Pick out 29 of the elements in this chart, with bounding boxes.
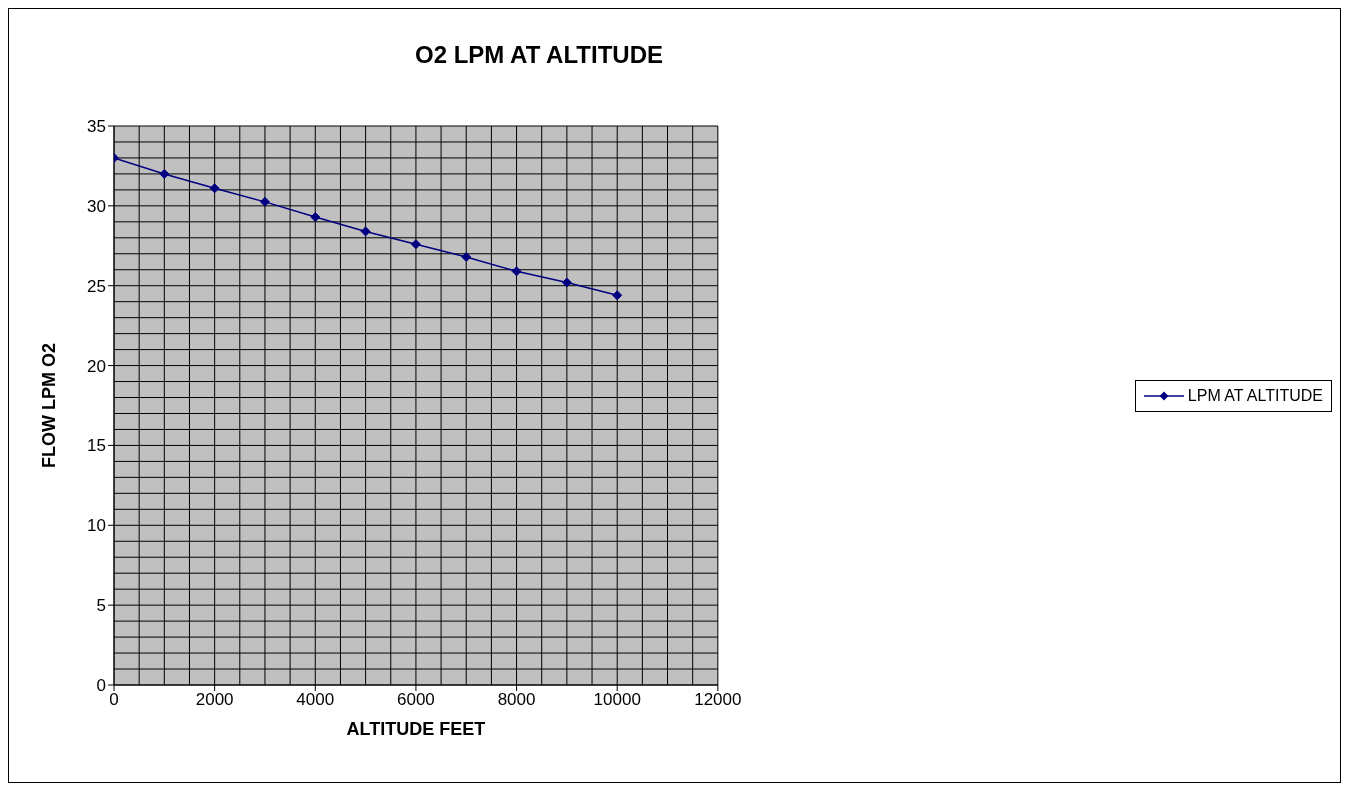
y-tick-label: 15 bbox=[87, 436, 106, 456]
x-tick-label: 4000 bbox=[296, 690, 335, 710]
x-tick-label: 12000 bbox=[694, 690, 742, 710]
x-axis-title: ALTITUDE FEET bbox=[346, 719, 486, 739]
point bbox=[159, 168, 170, 179]
x-tick-label: 8000 bbox=[497, 690, 536, 710]
y-tick-label: 30 bbox=[87, 196, 106, 216]
chart-title: O2 LPM AT ALTITUDE bbox=[414, 41, 664, 69]
point bbox=[511, 266, 522, 277]
point bbox=[310, 212, 321, 223]
x-tick-label: 0 bbox=[109, 690, 119, 710]
point bbox=[259, 196, 270, 207]
x-tick-label: 10000 bbox=[593, 690, 641, 710]
x-tick-label: 2000 bbox=[195, 690, 234, 710]
point bbox=[461, 251, 472, 262]
point bbox=[612, 290, 623, 301]
y-axis-title: FLOW LPM O2 bbox=[39, 343, 60, 468]
x-tick-label: 6000 bbox=[397, 690, 435, 710]
y-tick-label: 10 bbox=[87, 516, 106, 536]
point bbox=[410, 239, 421, 250]
y-tick-label: 25 bbox=[87, 276, 106, 296]
legend-label: LPM AT ALTITUDE bbox=[1187, 386, 1323, 405]
point bbox=[209, 183, 220, 194]
y-tick-label: 35 bbox=[87, 117, 106, 137]
y-tick-label: 20 bbox=[87, 356, 106, 376]
point bbox=[360, 226, 371, 237]
y-tick-label: 0 bbox=[96, 676, 106, 696]
point bbox=[561, 277, 572, 288]
y-tick-label: 5 bbox=[96, 596, 106, 616]
